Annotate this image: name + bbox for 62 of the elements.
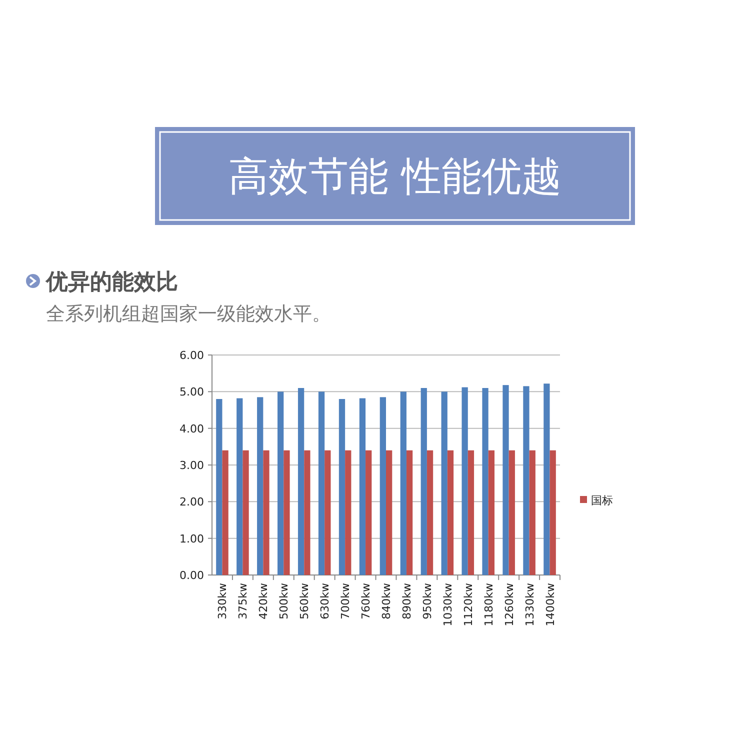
bar [482, 388, 488, 575]
x-tick-label: 1330kw [523, 583, 536, 626]
x-tick-label: 700kw [339, 583, 352, 620]
bar [236, 398, 243, 575]
bar [502, 385, 509, 575]
chart-subtitle: 优异的能效比 [45, 270, 178, 295]
bar [366, 450, 372, 575]
x-tick-label: 840kw [380, 583, 393, 620]
bar [447, 450, 454, 575]
bar [278, 392, 284, 575]
x-tick-label: 760kw [360, 583, 373, 620]
x-tick-label: 330kw [216, 583, 230, 620]
x-tick-label: 500kw [278, 583, 291, 620]
x-tick-label: 630kw [318, 583, 332, 620]
x-tick-label: 560kw [298, 583, 312, 620]
x-tick-label: 1180kw [482, 583, 496, 626]
x-tick-label: 1120kw [462, 583, 475, 626]
bar [284, 450, 290, 575]
y-tick-label: 3.00 [180, 459, 204, 472]
bar [242, 450, 249, 575]
bar [400, 392, 406, 575]
bar [529, 450, 536, 575]
bar [386, 450, 392, 575]
x-tick-label: 1260kw [502, 583, 516, 626]
chart-title: 高效节能 性能优越 [228, 154, 562, 200]
y-tick-label: 4.00 [180, 422, 204, 436]
x-tick-label: 1400kw [544, 583, 557, 626]
text: 全系列机组超国家一级能效水平。 [46, 303, 331, 325]
bar [406, 450, 413, 575]
bar [544, 384, 550, 575]
bar [298, 388, 304, 575]
bar [550, 450, 556, 575]
bar [488, 450, 494, 575]
x-tick-label: 375kw [236, 583, 250, 620]
y-tick-label: 2.00 [180, 496, 204, 509]
bar [359, 398, 366, 575]
bar [426, 450, 434, 575]
bar [345, 450, 352, 575]
x-tick-label: 420kw [257, 583, 270, 620]
bar [420, 388, 427, 575]
x-tick-label: 1030kw [441, 583, 454, 626]
x-tick-label: 890kw [400, 583, 414, 620]
bar [257, 397, 264, 575]
y-tick-label: 0.00 [180, 569, 204, 582]
bar [324, 450, 331, 575]
y-tick-label: 1.00 [180, 532, 204, 546]
bar [318, 392, 325, 575]
x-tick-label: 950kw [420, 583, 434, 620]
bar [263, 450, 270, 575]
y-tick-label: 6.00 [180, 349, 204, 362]
bar [222, 450, 228, 575]
bar [338, 399, 346, 575]
bar [523, 386, 530, 575]
bar [441, 392, 448, 575]
bar [216, 399, 222, 575]
bar [508, 450, 515, 575]
bar [304, 450, 310, 575]
bar [380, 397, 386, 575]
y-tick-label: 5.00 [180, 386, 204, 399]
bar [468, 450, 474, 575]
bar [462, 387, 468, 575]
legend-label: 国标 [591, 494, 613, 507]
